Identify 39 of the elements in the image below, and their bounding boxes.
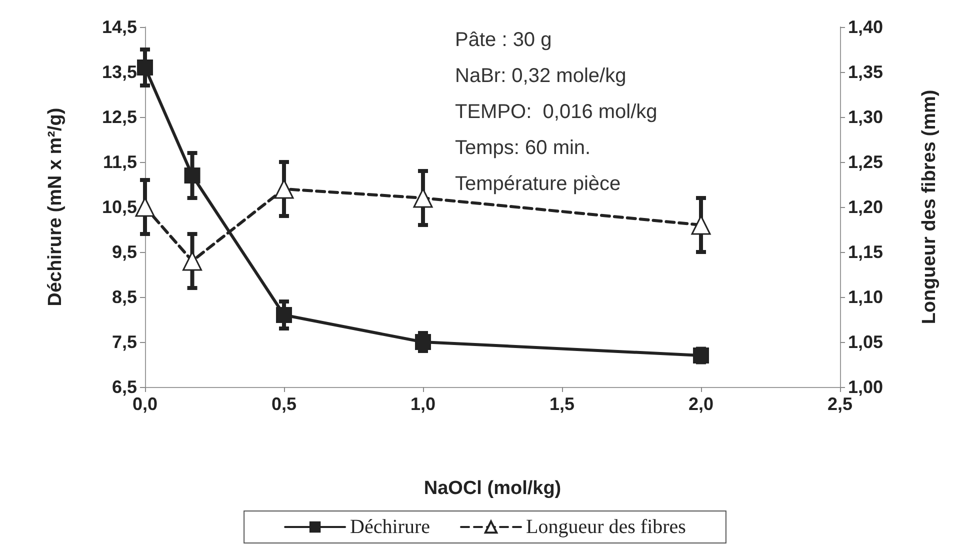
y2-tick-label: 1,10	[848, 287, 884, 307]
point	[415, 334, 431, 350]
y2-tick-label: 1,15	[848, 242, 884, 262]
y-tick-label: 10,5	[102, 197, 137, 217]
x-axis-title: NaOCl (mol/kg)	[424, 478, 562, 499]
annotation: TEMPO: 0,016 mol/kg	[455, 101, 658, 123]
y2-tick-label: 1,35	[848, 62, 884, 82]
y-tick-label: 11,5	[102, 152, 137, 172]
point	[184, 168, 200, 184]
legend-label: Déchirure	[350, 516, 430, 538]
x-tick-label: 2,0	[688, 394, 714, 414]
x-tick-label: 1,5	[549, 394, 575, 414]
y-tick-label: 8,5	[112, 287, 137, 307]
y-tick-label: 9,5	[112, 242, 137, 262]
y-tick-label: 12,5	[102, 107, 137, 127]
y2-tick-label: 1,30	[848, 107, 884, 127]
annotation: Temps: 60 min.	[455, 137, 591, 159]
point	[137, 60, 153, 76]
y-tick-label: 7,5	[112, 332, 137, 352]
x-tick-label: 0,0	[132, 394, 158, 414]
legend-label: Longueur des fibres	[526, 516, 686, 538]
annotation: Pâte : 30 g	[455, 29, 552, 51]
y2-axis-title: Longueur des fibres (mm)	[919, 90, 940, 324]
point	[693, 348, 709, 364]
y-axis-title: Déchirure (mN x m²/g)	[45, 108, 66, 306]
y2-tick-label: 1,05	[848, 332, 884, 352]
x-tick-label: 1,0	[410, 394, 436, 414]
point	[276, 307, 292, 323]
y-tick-label: 14,5	[102, 17, 137, 37]
x-tick-label: 2,5	[827, 394, 853, 414]
y2-tick-label: 1,20	[848, 197, 884, 217]
x-tick-label: 0,5	[271, 394, 297, 414]
annotation: Température pièce	[455, 173, 621, 195]
y-tick-label: 6,5	[112, 377, 137, 397]
y2-tick-label: 1,25	[848, 152, 884, 172]
y-tick-label: 13,5	[102, 62, 137, 82]
y2-tick-label: 1,00	[848, 377, 884, 397]
y2-tick-label: 1,40	[848, 17, 884, 37]
annotation: NaBr: 0,32 mole/kg	[455, 65, 626, 87]
